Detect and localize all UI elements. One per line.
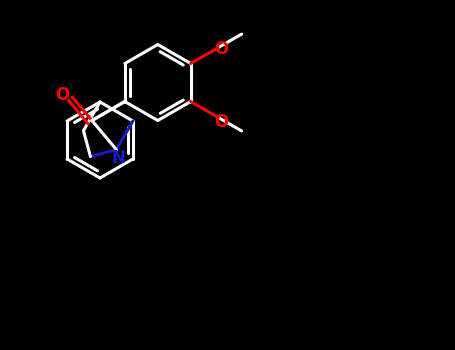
Text: O: O — [214, 113, 229, 131]
Text: N: N — [111, 149, 125, 167]
Text: O: O — [56, 86, 70, 104]
Text: O: O — [214, 40, 229, 58]
